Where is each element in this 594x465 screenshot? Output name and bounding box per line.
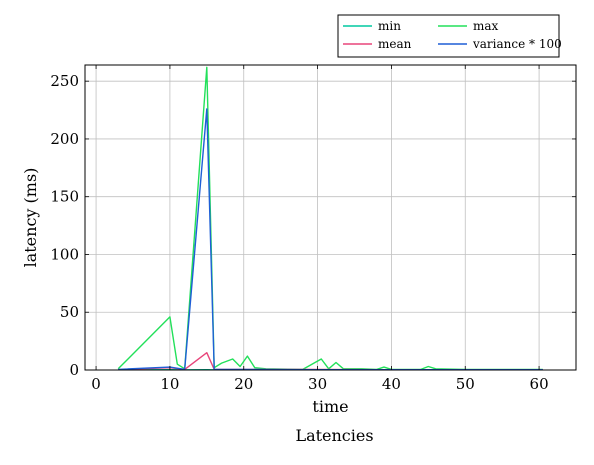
series-line-max <box>117 66 543 371</box>
y-axis-label: latency (ms) <box>21 168 40 268</box>
x-tick-label: 60 <box>530 375 549 393</box>
x-tick-label: 20 <box>234 375 253 393</box>
legend-label-mean: mean <box>378 37 412 51</box>
x-axis-label: time <box>312 397 348 416</box>
y-tick-label: 0 <box>69 361 79 379</box>
legend-label-max: max <box>473 19 499 33</box>
plot-frame <box>84 64 577 371</box>
y-tick-label: 250 <box>50 72 79 90</box>
x-tick-label: 50 <box>456 375 475 393</box>
chart-caption: Latencies <box>295 426 373 445</box>
x-tick-label: 10 <box>160 375 179 393</box>
legend-box <box>337 14 560 58</box>
y-tick-label: 50 <box>60 303 79 321</box>
series-lines <box>117 66 543 371</box>
x-tick-label: 40 <box>382 375 401 393</box>
y-tick-label: 200 <box>50 130 79 148</box>
legend-label-variance-100: variance * 100 <box>472 37 562 51</box>
grid <box>85 65 576 371</box>
legend: min max mean variance * 100 <box>337 14 562 58</box>
x-tick-label: 0 <box>91 375 101 393</box>
ticks: 0 10 20 30 40 50 60 0 50 100 150 200 250 <box>50 65 576 393</box>
y-tick-label: 150 <box>50 188 79 206</box>
x-tick-label: 30 <box>308 375 327 393</box>
y-tick-label: 100 <box>50 245 79 263</box>
legend-label-min: min <box>378 19 401 33</box>
series-line-variance-100 <box>118 108 543 371</box>
